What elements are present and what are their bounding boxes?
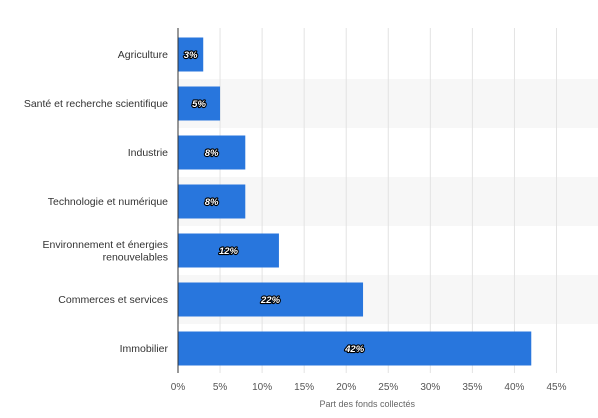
- x-tick-label: 25%: [378, 382, 398, 393]
- category-label: Commerces et services: [58, 294, 168, 306]
- x-tick-labels: 0% 5% 10% 15% 20% 25% 30% 35% 40% 45%: [171, 382, 567, 393]
- x-tick-label: 15%: [294, 382, 314, 393]
- category-label: renouvelables: [103, 251, 168, 263]
- x-tick-label: 10%: [252, 382, 272, 393]
- x-tick-label: 0%: [171, 382, 186, 393]
- x-tick-label: 45%: [546, 382, 566, 393]
- bar: [178, 184, 246, 219]
- x-axis-title: Part des fonds collectés: [319, 399, 415, 409]
- bar: [178, 282, 364, 317]
- category-label: Technologie et numérique: [48, 196, 168, 208]
- category-label: Santé et recherche scientifique: [24, 98, 168, 110]
- x-tick-label: 40%: [504, 382, 524, 393]
- bar: [178, 233, 279, 268]
- data-label: 22%: [260, 295, 281, 306]
- category-label: Immobilier: [120, 343, 169, 355]
- x-tick-label: 5%: [213, 382, 228, 393]
- category-labels: Agriculture Santé et recherche scientifiq…: [24, 49, 169, 355]
- data-label: 8%: [205, 148, 219, 159]
- x-tick-label: 20%: [336, 382, 356, 393]
- x-tick-label: 30%: [420, 382, 440, 393]
- data-label: 12%: [219, 246, 239, 257]
- x-tick-label: 35%: [462, 382, 482, 393]
- bars: [178, 37, 532, 366]
- category-label: Environnement et énergies: [43, 239, 169, 251]
- category-label: Industrie: [128, 147, 168, 159]
- data-label: 8%: [205, 197, 219, 208]
- data-label: 42%: [344, 344, 365, 355]
- bar: [178, 135, 246, 170]
- data-labels: 3% 5% 8% 8% 12% 22% 42%: [183, 49, 366, 356]
- bar: [178, 37, 204, 72]
- category-label: Agriculture: [118, 49, 168, 61]
- data-label: 3%: [184, 50, 198, 61]
- bar: [178, 331, 532, 366]
- bar: [178, 86, 221, 121]
- data-label: 5%: [192, 99, 206, 110]
